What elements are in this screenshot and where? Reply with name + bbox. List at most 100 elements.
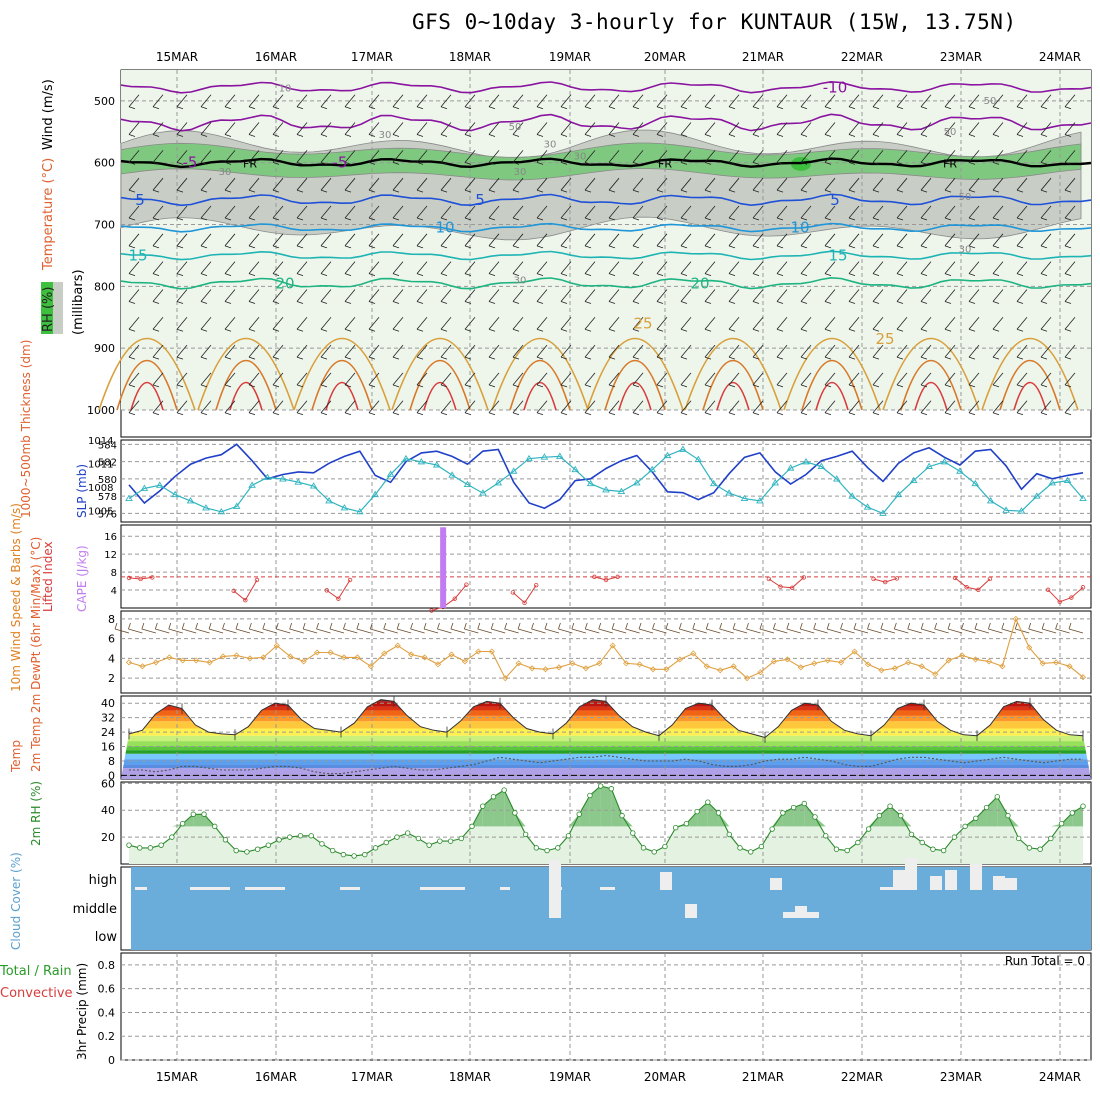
surface-wind-barb: [907, 628, 922, 634]
wind-barb: [368, 301, 376, 304]
wind-barb: [464, 317, 476, 330]
wind-barb: [152, 317, 164, 330]
wind-barb: [944, 261, 956, 274]
wind-speed-marker: [340, 654, 348, 661]
wind-barb: [488, 177, 500, 191]
surface-wind-barb: [826, 622, 830, 630]
wind-barb: [704, 344, 716, 358]
wind-barb: [272, 356, 280, 360]
slp-tick-label: 1005: [88, 506, 113, 517]
wind-barb: [632, 177, 644, 191]
temperature-contour-label: 20: [690, 274, 709, 292]
wind-barb: [248, 94, 260, 107]
wind-barb: [776, 150, 788, 163]
temperature-band: [121, 706, 1091, 711]
wind-barb: [800, 177, 812, 191]
wind-speed-marker: [206, 659, 213, 666]
wind-barb: [896, 317, 908, 330]
wind-speed-marker: [300, 658, 307, 665]
wind-barb: [536, 273, 544, 277]
wind-barb: [1016, 217, 1024, 221]
wind-barb: [824, 344, 836, 358]
wind-barb: [128, 122, 140, 135]
wind-barb: [848, 412, 856, 416]
wind-speed-marker: [918, 663, 925, 670]
cloud-high-bar: [945, 870, 957, 890]
wind-barb: [968, 384, 976, 388]
wind-barb: [752, 106, 760, 110]
rh-area-segment: [793, 803, 805, 827]
surface-wind-barb: [356, 628, 371, 634]
wind-barb: [608, 189, 616, 193]
surface-wind-barb: [423, 622, 427, 630]
wind-barb: [536, 328, 544, 332]
wind-barb: [128, 106, 136, 110]
wind-barb: [152, 412, 160, 416]
slp-marker: [909, 476, 918, 484]
wind-barb: [320, 328, 328, 332]
wind-barb: [176, 289, 188, 302]
wind-barb: [752, 233, 764, 247]
wind-barb: [464, 328, 472, 332]
wind-barb: [632, 217, 640, 221]
wind-barb: [536, 94, 548, 107]
wind-barb: [224, 344, 236, 358]
wind-barb: [752, 317, 764, 330]
precip-tick-label: 0.6: [98, 983, 116, 996]
wind-barb: [224, 289, 236, 302]
wind-barb: [1016, 344, 1028, 358]
wind-barb: [824, 356, 832, 360]
surface-wind-barb: [625, 628, 640, 634]
wind-barb: [512, 328, 520, 332]
wind-barb: [200, 150, 212, 163]
wind-barb: [968, 400, 980, 413]
wind-barb: [584, 134, 592, 137]
boundary-layer-contour: [98, 337, 196, 411]
wind-barb: [944, 94, 956, 107]
wind-barb: [440, 328, 448, 332]
wind-barb: [704, 400, 716, 413]
wind-barb: [416, 189, 424, 193]
wind-barb: [848, 177, 860, 191]
rh-marker: [737, 845, 743, 851]
wind-barb: [1040, 344, 1052, 358]
boundary-layer-contour: [293, 337, 391, 411]
wind-barb: [992, 317, 1004, 330]
wind-barb: [296, 106, 304, 110]
wind-barb: [512, 289, 524, 302]
wind-barb: [1040, 384, 1048, 388]
wind-barb: [632, 301, 640, 304]
slp-marker: [540, 453, 549, 460]
wind-barb: [944, 344, 956, 358]
surface-wind-barb: [827, 628, 842, 634]
wind-barb: [440, 273, 448, 277]
lifted-index-marker: [510, 590, 516, 595]
wind-barb: [800, 134, 808, 137]
temperature-contour-label: 5: [135, 191, 145, 209]
lifted-index-marker: [766, 576, 772, 582]
slp-marker: [771, 479, 780, 486]
date-label-top: 15MAR: [156, 50, 198, 64]
surface-wind-barb: [1015, 628, 1030, 634]
wind-barb: [440, 384, 448, 388]
surface-wind-barb: [181, 622, 185, 630]
wind-barb: [128, 317, 140, 330]
wind-speed-marker: [193, 657, 200, 664]
surface-wind-barb: [853, 622, 857, 630]
rh-area-segment: [986, 796, 998, 827]
wind-barb: [1064, 177, 1076, 191]
wind-barb: [488, 134, 496, 137]
wind-barb: [416, 217, 424, 221]
wind-barb: [248, 273, 256, 277]
lifted-index-marker: [801, 575, 806, 580]
wind-barb: [176, 122, 188, 135]
surface-wind-barb: [786, 622, 790, 630]
surface-wind-barb: [625, 622, 628, 630]
wind-barb: [968, 273, 976, 277]
cape-tick-label: 8: [111, 568, 117, 579]
wind-barb: [152, 122, 164, 135]
wind-barb: [752, 161, 760, 165]
wind-barb: [776, 161, 784, 165]
wind-barb: [392, 317, 404, 330]
wind-barb: [848, 328, 856, 332]
